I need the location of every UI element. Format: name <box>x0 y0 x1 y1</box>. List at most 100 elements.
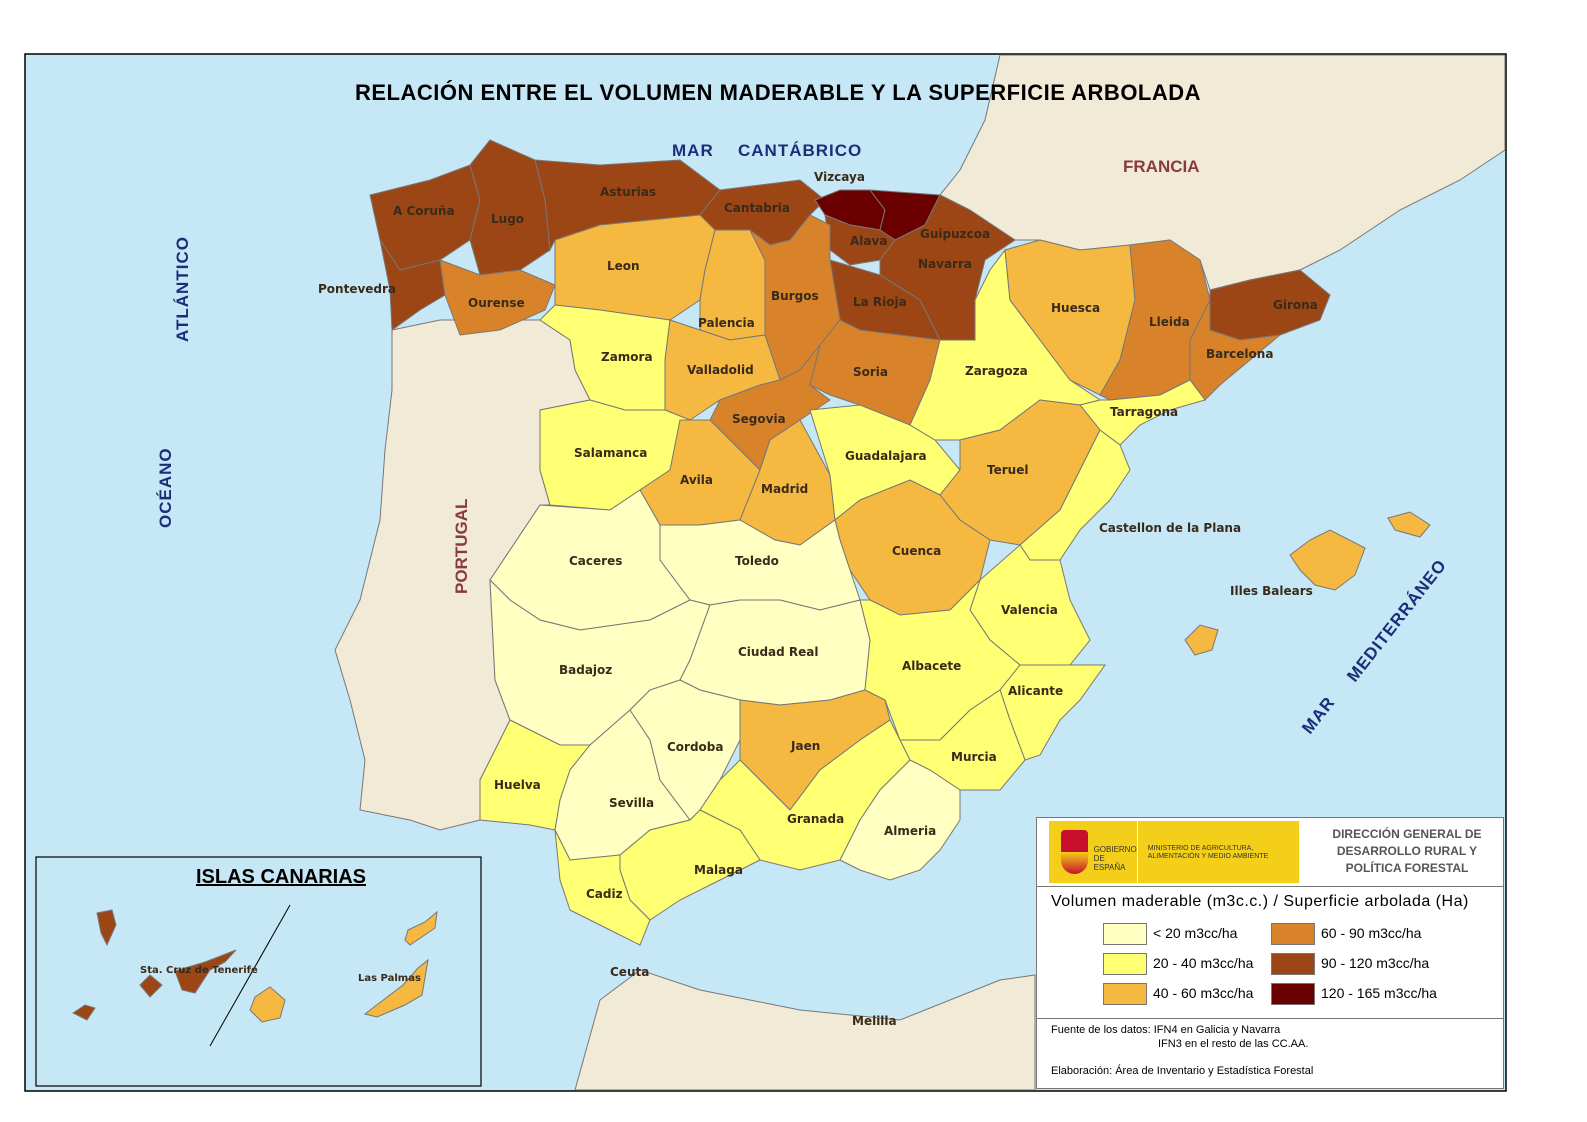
island-las-palmas <box>363 958 429 1018</box>
legend-swatch <box>1271 923 1315 945</box>
logo-gobierno: GOBIERNO DE ESPAÑA <box>1093 845 1137 872</box>
province-pontevedra <box>379 239 446 331</box>
province-label: Granada <box>787 812 844 826</box>
org-name: DIRECCIÓN GENERAL DE DESARROLLO RURAL Y … <box>1332 827 1482 875</box>
province-almeria <box>839 759 961 881</box>
province-label: Zamora <box>601 350 653 364</box>
coat-of-arms-icon <box>1061 830 1088 874</box>
province-label: Cuenca <box>892 544 941 558</box>
province-label: Toledo <box>735 554 779 568</box>
province-label: Las Palmas <box>358 973 421 984</box>
source-text: Fuente de los datos: IFN4 en Galicia y N… <box>1051 1024 1281 1036</box>
province-label: Salamanca <box>574 446 647 460</box>
legend-label: 120 - 165 m3cc/ha <box>1321 985 1437 1001</box>
logo-ministerio: MINISTERIO DE AGRICULTURA, ALIMENTACIÓN … <box>1136 821 1299 883</box>
canarias-inset: ISLAS CANARIAS Sta. Cruz de Tenerife Las … <box>35 856 482 1087</box>
province-label: Ourense <box>468 296 525 310</box>
province-label: Girona <box>1273 298 1318 312</box>
sea-label: OCÉANO <box>156 447 175 528</box>
province-label: Caceres <box>569 554 622 568</box>
province-label: Navarra <box>918 257 972 271</box>
legend-swatch <box>1103 953 1147 975</box>
ministry-logo: GOBIERNO DE ESPAÑA MINISTERIO DE AGRICUL… <box>1049 821 1299 883</box>
province-label: Barcelona <box>1206 347 1273 361</box>
province-label: Valladolid <box>687 363 754 377</box>
province-label: Illes Balears <box>1230 584 1313 598</box>
city-label-ceuta: Ceuta <box>610 965 649 979</box>
legend-swatch <box>1271 983 1315 1005</box>
province-label: Sevilla <box>609 796 654 810</box>
province-barcelona <box>1189 299 1282 401</box>
source-text: IFN3 en el resto de las CC.AA. <box>1158 1038 1309 1050</box>
island-sta-cruz-de-tenerife <box>72 1004 96 1021</box>
province-label: Cordoba <box>667 740 724 754</box>
province-label: Palencia <box>698 316 755 330</box>
island-sta-cruz-de-tenerife <box>174 949 237 994</box>
province-lugo <box>469 139 551 276</box>
credit-text: Elaboración: Área de Inventario y Estadí… <box>1051 1065 1314 1077</box>
province-label: Lleida <box>1149 315 1190 329</box>
sea-label: MAR <box>672 141 714 160</box>
province-label: Cantabria <box>724 201 790 215</box>
province-label: Huelva <box>494 778 541 792</box>
province-label: Leon <box>607 259 640 273</box>
country-label-france: FRANCIA <box>1123 157 1200 176</box>
province-label: Zaragoza <box>965 364 1028 378</box>
province-label: Guipuzcoa <box>920 227 990 241</box>
province-label: Soria <box>853 365 888 379</box>
divider <box>1037 1018 1503 1019</box>
province-label: Burgos <box>771 289 819 303</box>
island-sta-cruz-de-tenerife <box>139 974 163 998</box>
legend-label: 60 - 90 m3cc/ha <box>1321 925 1422 941</box>
province-label: Guadalajara <box>845 449 927 463</box>
province-label: Teruel <box>987 463 1028 477</box>
province-cadiz <box>554 829 651 946</box>
province-label: Ciudad Real <box>738 645 819 659</box>
province-label: Avila <box>680 473 713 487</box>
country-label-portugal: PORTUGAL <box>452 499 471 594</box>
map-title: RELACIÓN ENTRE EL VOLUMEN MADERABLE Y LA… <box>355 80 1201 105</box>
city-label-melilla: Melilla <box>852 1014 897 1028</box>
province-label: La Rioja <box>853 295 907 309</box>
divider <box>1037 886 1503 887</box>
divider-line <box>209 904 291 1047</box>
province-label: Malaga <box>694 863 743 877</box>
province-ourense <box>439 259 556 336</box>
province-malaga <box>619 809 761 921</box>
province-illes-balears <box>1184 624 1219 656</box>
province-label: Pontevedra <box>318 282 396 296</box>
legend-title: Volumen maderable (m3c.c.) / Superficie … <box>1051 893 1469 910</box>
province-label: Madrid <box>761 482 808 496</box>
island-las-palmas <box>404 910 438 946</box>
province-label: Badajoz <box>559 663 612 677</box>
province-label: Tarragona <box>1110 405 1178 419</box>
province-cordoba <box>629 679 741 821</box>
province-label: Sta. Cruz de Tenerife <box>140 965 258 976</box>
province-label: Vizcaya <box>814 170 865 184</box>
canarias-title: ISLAS CANARIAS <box>196 866 366 888</box>
island-las-palmas <box>249 986 286 1023</box>
legend-swatch <box>1271 953 1315 975</box>
legend-label: 40 - 60 m3cc/ha <box>1153 985 1254 1001</box>
province-label: Segovia <box>732 412 786 426</box>
sea-label: ATLÁNTICO <box>173 236 192 342</box>
province-tarragona <box>1079 379 1206 446</box>
province-label: Castellon de la Plana <box>1099 521 1241 535</box>
sea-label: CANTÁBRICO <box>738 141 862 160</box>
province-label: Lugo <box>491 212 524 226</box>
province-label: Cadiz <box>586 887 623 901</box>
africa-land <box>574 969 1036 1091</box>
legend-label: < 20 m3cc/ha <box>1153 925 1238 941</box>
legend-label: 90 - 120 m3cc/ha <box>1321 955 1430 971</box>
province-illes-balears <box>1289 529 1366 591</box>
legend-panel: GOBIERNO DE ESPAÑA MINISTERIO DE AGRICUL… <box>1036 817 1504 1089</box>
island-sta-cruz-de-tenerife <box>96 909 117 947</box>
province-label: Asturias <box>600 185 656 199</box>
province-label: Valencia <box>1001 603 1058 617</box>
province-label: Albacete <box>902 659 961 673</box>
province-illes-balears <box>1387 511 1431 538</box>
legend-swatch <box>1103 983 1147 1005</box>
province-label: Alicante <box>1008 684 1063 698</box>
province-label: A Coruña <box>393 204 455 218</box>
